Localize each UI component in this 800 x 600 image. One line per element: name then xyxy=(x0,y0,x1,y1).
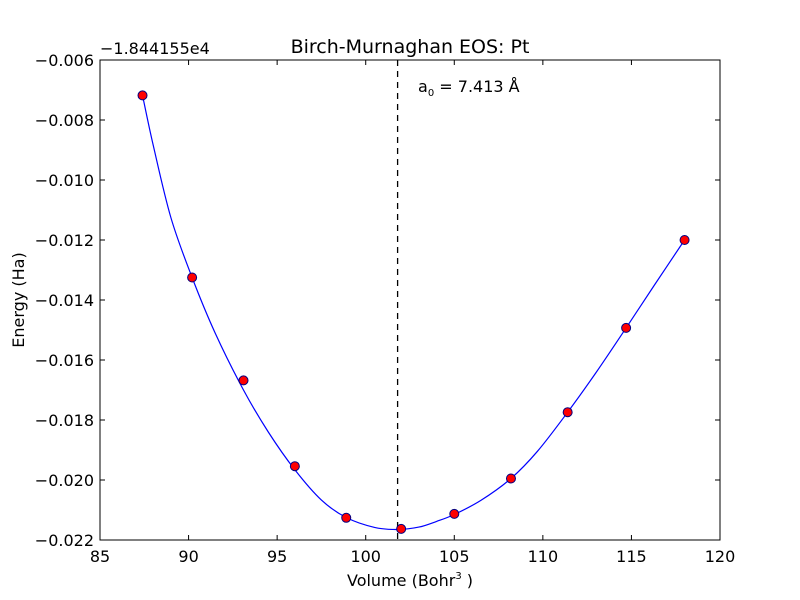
data-point xyxy=(562,407,573,418)
x-axis-label: Volume (Bohr3 ) xyxy=(347,571,473,590)
data-point xyxy=(187,272,198,283)
annotation-subscript: 0 xyxy=(428,88,434,99)
x-tick-label: 85 xyxy=(90,547,110,566)
x-axis-label-superscript: 3 xyxy=(455,571,461,582)
x-tick-label: 100 xyxy=(350,547,381,566)
x-axis-label-main: Volume (Bohr xyxy=(347,571,456,590)
x-tick-label: 105 xyxy=(439,547,470,566)
x-axis-ticks: 85 90 95 100 105 110 115 120 xyxy=(90,60,735,566)
y-tick-label: −0.012 xyxy=(35,231,94,250)
y-tick-label: −0.014 xyxy=(35,291,94,310)
annotation-base: a xyxy=(418,77,428,96)
y-tick-label: −0.010 xyxy=(35,171,94,190)
x-tick-label: 120 xyxy=(705,547,736,566)
y-tick-label: −0.018 xyxy=(35,411,94,430)
data-point xyxy=(289,461,300,472)
plot-area xyxy=(100,60,720,540)
lattice-constant-annotation: a0 = 7.413 Å xyxy=(418,77,520,99)
data-point xyxy=(449,508,460,519)
x-axis-label-end: ) xyxy=(462,571,473,590)
x-tick-label: 115 xyxy=(616,547,647,566)
y-tick-label: −0.020 xyxy=(35,471,94,490)
x-tick-label: 110 xyxy=(528,547,559,566)
data-point xyxy=(396,523,407,534)
data-point xyxy=(621,322,632,333)
data-point xyxy=(341,512,352,523)
data-point xyxy=(679,235,690,245)
y-axis-label: Energy (Ha) xyxy=(9,252,28,347)
x-tick-label: 95 xyxy=(267,547,287,566)
y-tick-label: −0.008 xyxy=(35,111,94,130)
y-tick-label: −0.016 xyxy=(35,351,94,370)
data-points-layer xyxy=(137,90,690,534)
data-point xyxy=(137,90,148,101)
y-axis-ticks: −0.022 −0.020 −0.018 −0.016 −0.014 −0.012 −0.0… xyxy=(35,51,720,550)
x-tick-label: 90 xyxy=(178,547,198,566)
chart-title: Birch-Murnaghan EOS: Pt xyxy=(291,36,530,58)
data-point xyxy=(505,473,516,484)
annotation-value: = 7.413 Å xyxy=(434,77,519,96)
y-offset-label: −1.844155e4 xyxy=(100,39,210,58)
y-tick-label: −0.006 xyxy=(35,51,94,70)
data-point xyxy=(238,375,249,386)
y-tick-label: −0.022 xyxy=(35,531,94,550)
